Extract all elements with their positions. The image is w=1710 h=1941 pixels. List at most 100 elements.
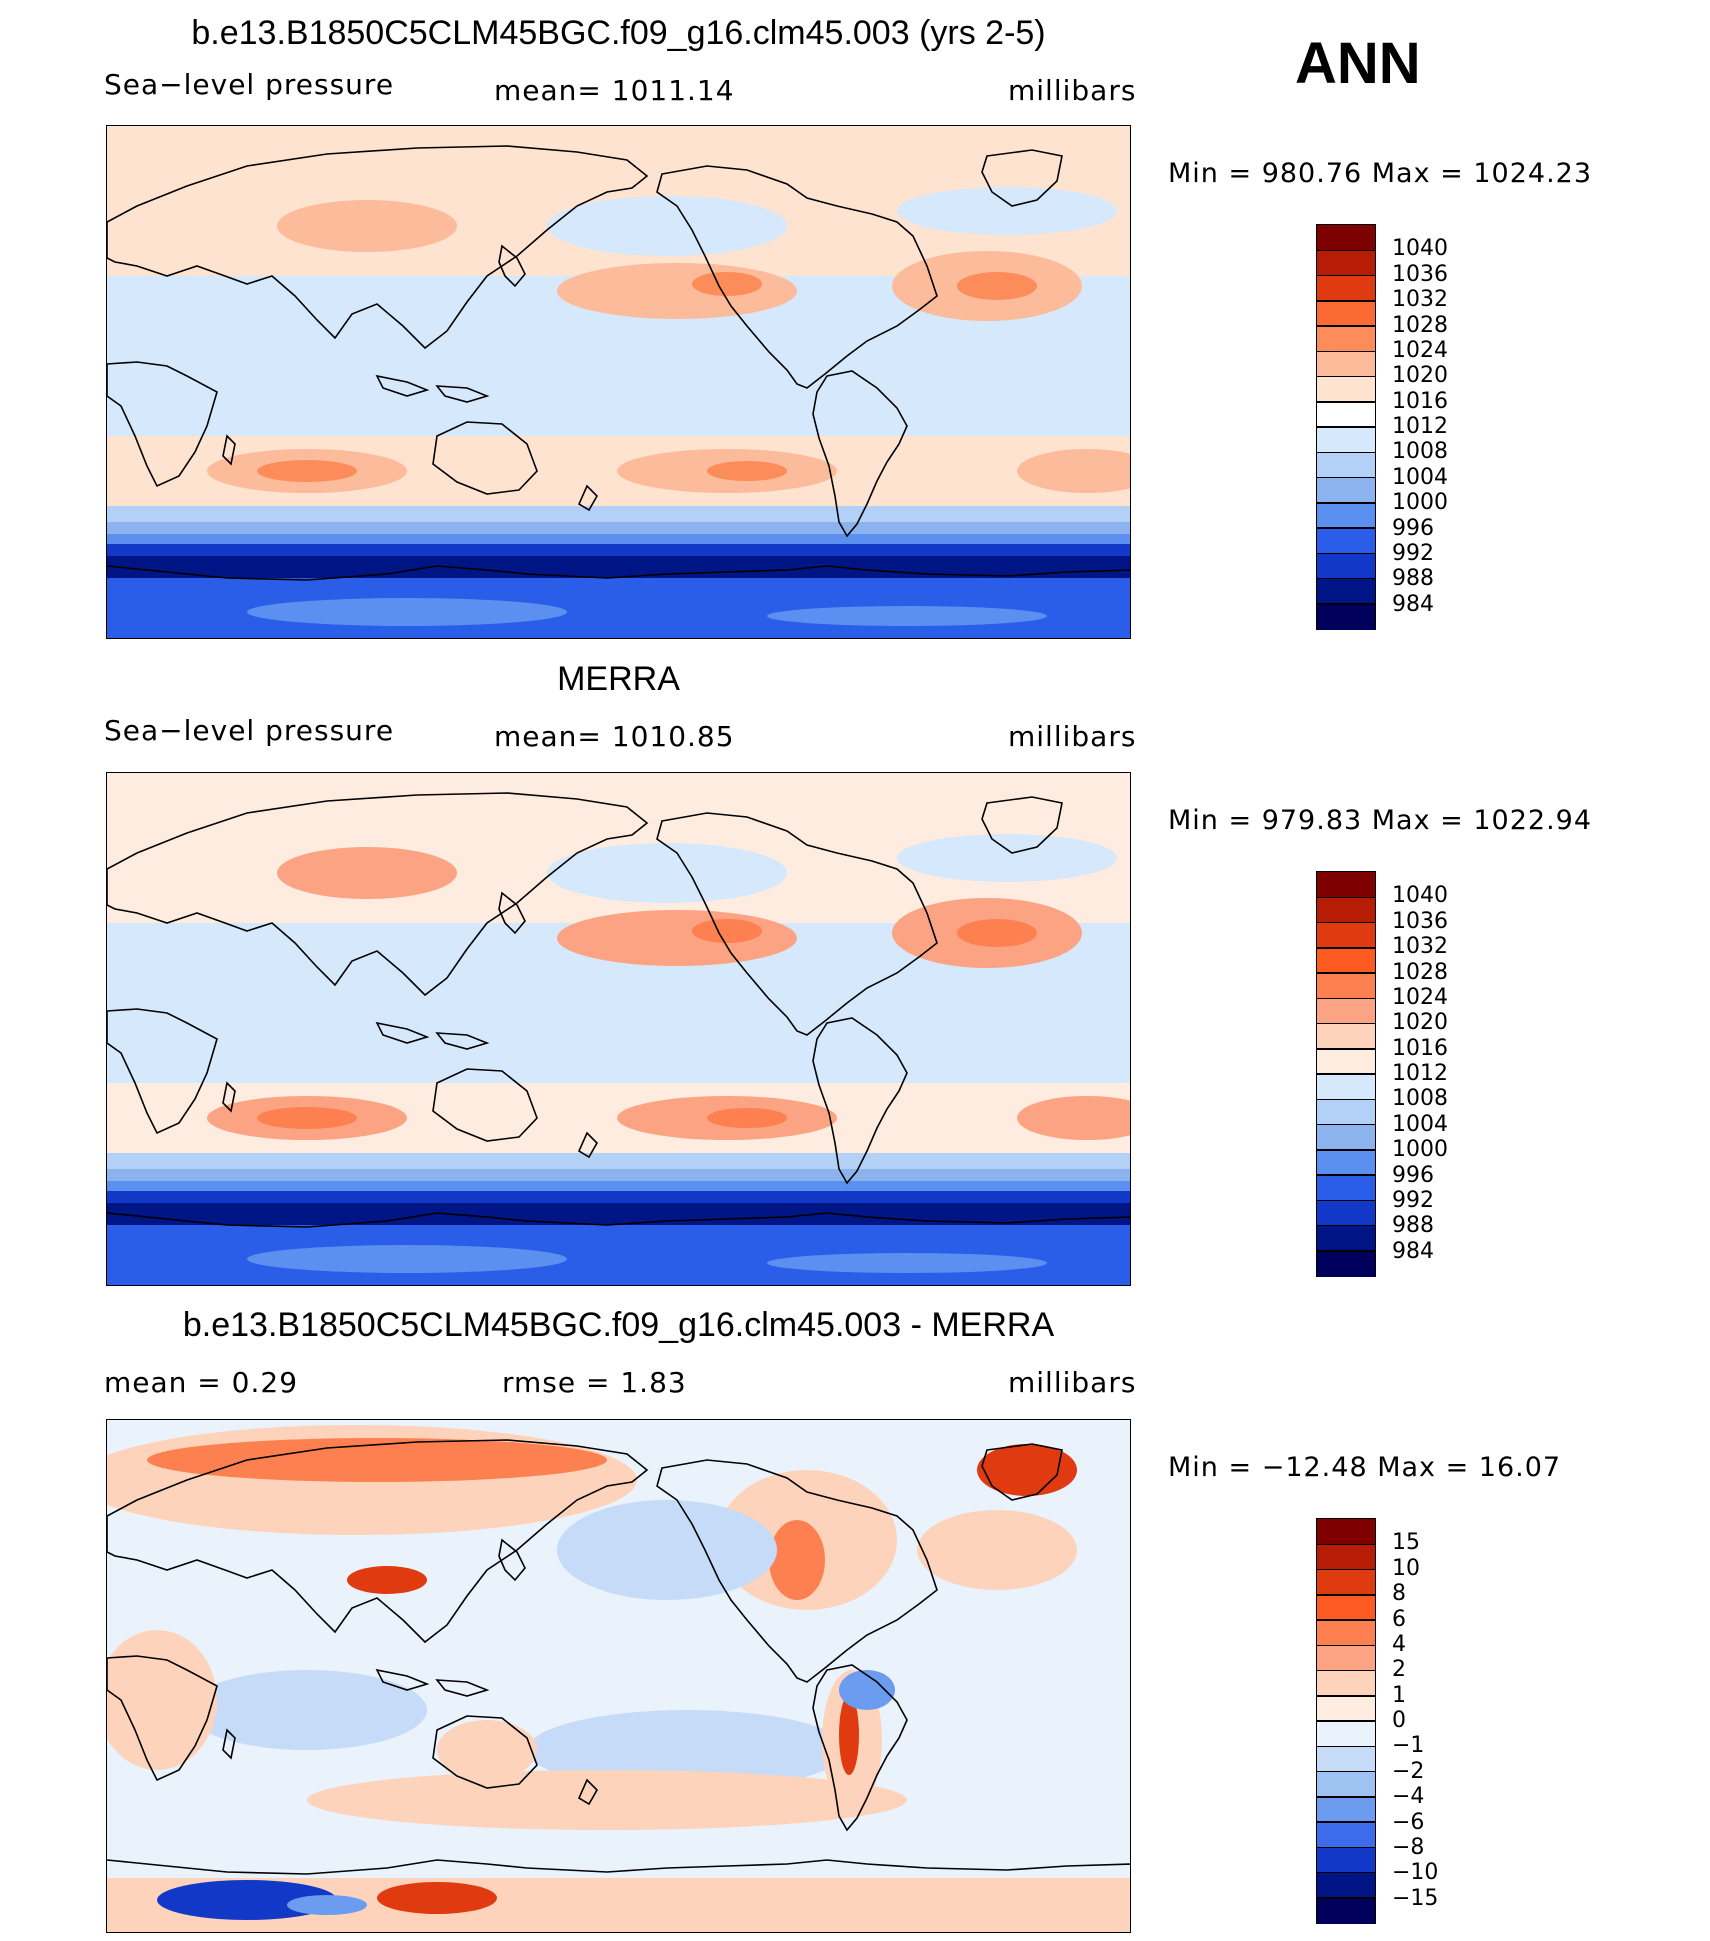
panel-1-minmax: Min = 980.76 Max = 1024.23 xyxy=(1168,158,1593,189)
colorbar-tick-label: 1040 xyxy=(1392,236,1448,262)
colorbar-swatch xyxy=(1317,947,1375,974)
coastline xyxy=(222,434,236,466)
colorbar-divider xyxy=(1317,1098,1375,1100)
indian-ocean-negative xyxy=(187,1670,427,1750)
colorbar-divider xyxy=(1317,1770,1375,1773)
colorbar-tick-label: 1016 xyxy=(1392,1035,1448,1061)
colorbar-divider xyxy=(1317,325,1375,327)
colorbar-tick-label: 1012 xyxy=(1392,1061,1448,1086)
panel-3-units-label: millibars xyxy=(1008,1366,1137,1399)
colorbar-tick-label: 1020 xyxy=(1392,1010,1448,1036)
colorbar-swatch xyxy=(1317,300,1375,327)
panel-2-map xyxy=(106,772,1131,1286)
coastline xyxy=(435,1679,490,1697)
coastline xyxy=(812,370,908,538)
colorbar-divider xyxy=(1317,502,1375,504)
colorbar-swatch xyxy=(1317,275,1375,302)
colorbar-swatch xyxy=(1317,872,1375,898)
coastline xyxy=(107,792,649,997)
colorbar-swatch xyxy=(1317,502,1375,529)
rockies-positive xyxy=(769,1520,825,1600)
colorbar-swatch xyxy=(1317,1023,1375,1050)
colorbar-swatch xyxy=(1317,1695,1375,1722)
colorbar-divider xyxy=(1317,350,1375,352)
colorbar-swatch xyxy=(1317,452,1375,478)
antarctic-negative-2 xyxy=(287,1895,367,1915)
colorbar-tick-label: −4 xyxy=(1392,1784,1425,1810)
north-pacific-negative xyxy=(557,1500,777,1600)
colorbar-tick-label: 1036 xyxy=(1392,908,1448,934)
coastline xyxy=(435,1032,490,1050)
colorbar-swatch xyxy=(1317,1594,1375,1621)
colorbar-divider xyxy=(1317,947,1375,949)
colorbar-swatch xyxy=(1317,1250,1375,1277)
andes-peak xyxy=(839,1695,859,1775)
colorbar-tick-label: 992 xyxy=(1392,1187,1434,1213)
southern-ocean-gradient-2 xyxy=(107,522,1130,536)
colorbar-tick-label: 1008 xyxy=(1392,439,1448,465)
southern-ocean-band xyxy=(107,1840,1130,1880)
colorbar-tick-label: 1000 xyxy=(1392,1137,1448,1163)
colorbar-tick-label: 1024 xyxy=(1392,337,1448,363)
panel-2-mean-label: mean= 1010.85 xyxy=(494,720,735,753)
colorbar-swatch xyxy=(1317,1175,1375,1201)
coastline xyxy=(812,1017,908,1185)
panel-2-title: MERRA xyxy=(557,660,680,698)
colorbar-swatch xyxy=(1317,897,1375,923)
coastline xyxy=(577,484,598,512)
colorbar-swatch xyxy=(1317,998,1375,1024)
colorbar-tick-label: 1004 xyxy=(1392,464,1448,490)
panel-2-map-svg xyxy=(107,773,1130,1285)
colorbar-tick-label: 1 xyxy=(1392,1682,1406,1708)
colorbar-divider xyxy=(1317,1174,1375,1176)
icelandic-low xyxy=(897,187,1117,235)
colorbar-tick-label: 984 xyxy=(1392,1238,1434,1264)
coastline xyxy=(107,1859,1130,1875)
colorbar-swatch xyxy=(1317,1149,1375,1176)
icelandic-low xyxy=(897,834,1117,882)
colorbar-tick-label: 1012 xyxy=(1392,414,1448,439)
colorbar-swatch xyxy=(1317,973,1375,999)
colorbar-tick-label: 2 xyxy=(1392,1657,1406,1683)
antarctic-feature xyxy=(247,598,567,626)
colorbar-divider xyxy=(1317,1619,1375,1621)
coastline xyxy=(656,812,938,1036)
colorbar-divider xyxy=(1317,1568,1375,1571)
colorbar-divider xyxy=(1317,1796,1375,1798)
coastline xyxy=(432,1715,538,1789)
antarctic-feature xyxy=(247,1245,567,1273)
southern-subtropics-positive xyxy=(307,1770,907,1830)
arctic-positive xyxy=(147,1438,607,1482)
aleutian-low xyxy=(547,196,787,256)
colorbar-divider xyxy=(1317,274,1375,277)
antarctic-feature xyxy=(767,606,1047,626)
colorbar-divider xyxy=(1317,1745,1375,1747)
colorbar-swatch xyxy=(1317,1796,1375,1823)
coastline xyxy=(981,149,1063,207)
colorbar-tick-label: −1 xyxy=(1392,1733,1425,1759)
colorbar-divider xyxy=(1317,1846,1375,1848)
panel-1-colorbar xyxy=(1316,224,1376,630)
colorbar-tick-label: 15 xyxy=(1392,1530,1420,1556)
colorbar-tick-label: 988 xyxy=(1392,566,1434,592)
coastline xyxy=(107,565,1130,581)
colorbar-divider xyxy=(1317,1543,1375,1545)
colorbar-swatch xyxy=(1317,528,1375,554)
antarctic-negative xyxy=(157,1880,337,1920)
southern-ocean-gradient-1 xyxy=(107,1153,1130,1171)
south-atlantic-high xyxy=(1017,1096,1130,1140)
colorbar-swatch xyxy=(1317,1519,1375,1545)
north-pacific-high xyxy=(557,263,797,319)
colorbar-tick-label: 4 xyxy=(1392,1631,1406,1657)
colorbar-divider xyxy=(1317,1897,1375,1899)
north-pacific-high-core xyxy=(692,919,762,943)
colorbar-tick-label: 1000 xyxy=(1392,490,1448,516)
coastline xyxy=(656,165,938,389)
southern-ocean-gradient-3 xyxy=(107,534,1130,546)
colorbar-divider xyxy=(1317,997,1375,999)
colorbar-tick-label: 1004 xyxy=(1392,1111,1448,1137)
coastline xyxy=(375,1021,430,1044)
coastlines xyxy=(107,792,1130,1228)
coastline xyxy=(107,1212,1130,1228)
coastline xyxy=(498,1538,526,1582)
